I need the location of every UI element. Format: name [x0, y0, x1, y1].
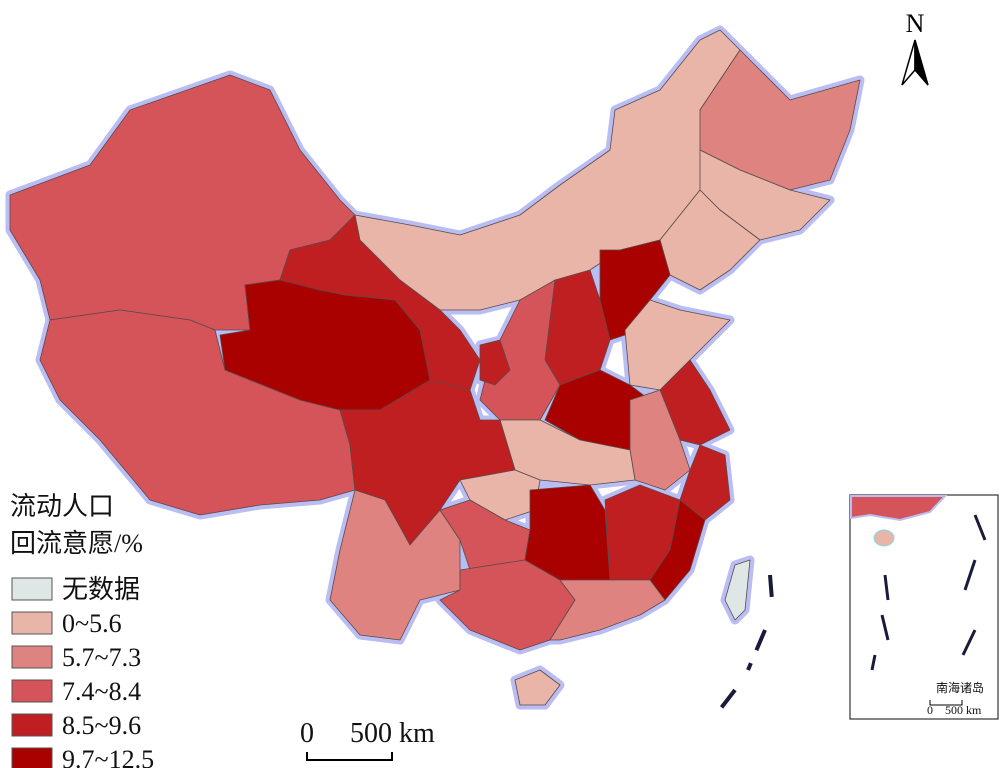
region	[549, 579, 666, 641]
legend: 流动人口 回流意愿/% 无数据 0~5.6 5.7~7.3 7.4~8.4 8.5~9.…	[10, 492, 154, 768]
scale-label: 0	[300, 718, 314, 749]
legend-swatch	[11, 611, 53, 635]
north-arrow: N	[901, 9, 929, 86]
inset-label: 南海诸岛	[936, 680, 984, 695]
legend-label: 0~5.6	[62, 609, 122, 638]
inset-scale-label: 500 km	[945, 703, 982, 717]
region	[659, 189, 761, 291]
nine-dash-line	[716, 574, 774, 714]
region	[514, 669, 561, 706]
provinces	[9, 29, 861, 706]
legend-label: 5.7~7.3	[62, 643, 141, 672]
inset-scale-label: 0	[927, 703, 933, 717]
legend-label: 无数据	[62, 575, 140, 604]
legend-swatch	[11, 747, 53, 768]
legend-title: 流动人口	[10, 492, 114, 521]
scale-label: 500 km	[350, 718, 435, 749]
legend-swatch	[11, 713, 53, 737]
legend-label: 8.5~9.6	[62, 711, 141, 740]
scale-bar: 0 500 km	[300, 718, 435, 761]
legend-swatch	[11, 679, 53, 703]
legend-title: 回流意愿/%	[10, 529, 143, 558]
region	[479, 339, 511, 386]
north-label: N	[906, 9, 925, 38]
inset: 南海诸岛 0 500 km	[849, 494, 999, 720]
region	[329, 489, 461, 641]
legend-swatch	[11, 645, 53, 669]
legend-label: 7.4~8.4	[62, 677, 141, 706]
region	[624, 299, 731, 391]
legend-label: 9.7~12.5	[62, 745, 154, 768]
legend-swatch	[11, 577, 53, 601]
region	[724, 559, 751, 621]
